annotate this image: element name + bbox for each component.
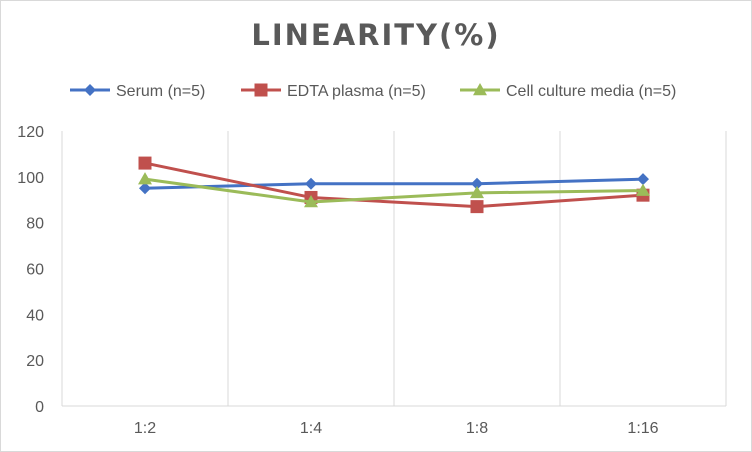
series-line xyxy=(143,161,645,209)
y-tick-label: 60 xyxy=(26,262,44,279)
y-tick-label: 120 xyxy=(17,124,44,141)
x-tick-label: 1:2 xyxy=(134,420,156,437)
data-point-diamond xyxy=(84,84,96,96)
data-point-diamond xyxy=(471,177,483,190)
y-tick-label: 20 xyxy=(26,353,44,370)
x-tick-label: 1:4 xyxy=(300,420,322,437)
series-group xyxy=(138,156,650,214)
series-line xyxy=(143,177,645,204)
series-3 xyxy=(138,172,650,208)
series-1 xyxy=(139,173,649,195)
x-tick-label: 1:8 xyxy=(466,420,488,437)
legend-label: Cell culture media (n=5) xyxy=(506,83,676,100)
y-tick-label: 80 xyxy=(26,216,44,233)
data-point-square xyxy=(254,83,268,97)
data-point-diamond xyxy=(637,173,649,186)
series-line xyxy=(143,177,645,190)
data-point-square xyxy=(470,200,484,214)
data-point-square xyxy=(138,156,152,170)
x-tick-label: 1:16 xyxy=(627,420,658,437)
y-tick-label: 0 xyxy=(35,399,44,416)
legend-entry: EDTA plasma (n=5) xyxy=(241,83,426,100)
x-tick-labels: 1:2 1:4 1:8 1:16 xyxy=(134,420,659,437)
legend-label: EDTA plasma (n=5) xyxy=(287,83,426,100)
data-point-triangle xyxy=(304,195,318,208)
legend: Serum (n=5) EDTA plasma (n=5) Cell culture… xyxy=(70,83,676,100)
gridlines xyxy=(61,131,727,406)
data-point-diamond xyxy=(139,182,151,195)
y-tick-label: 100 xyxy=(17,170,44,187)
y-tick-labels: 0 20 40 60 80 100 120 xyxy=(17,124,44,416)
data-point-triangle xyxy=(636,183,650,196)
chart-title: LINEARITY(%) xyxy=(251,18,501,52)
data-point-triangle xyxy=(473,83,487,96)
data-point-diamond xyxy=(305,177,317,190)
legend-entry: Cell culture media (n=5) xyxy=(460,83,676,100)
legend-entry: Serum (n=5) xyxy=(70,83,205,100)
data-point-triangle xyxy=(138,172,152,185)
legend-label: Serum (n=5) xyxy=(116,83,205,100)
y-tick-label: 40 xyxy=(26,307,44,324)
data-point-triangle xyxy=(470,185,484,199)
